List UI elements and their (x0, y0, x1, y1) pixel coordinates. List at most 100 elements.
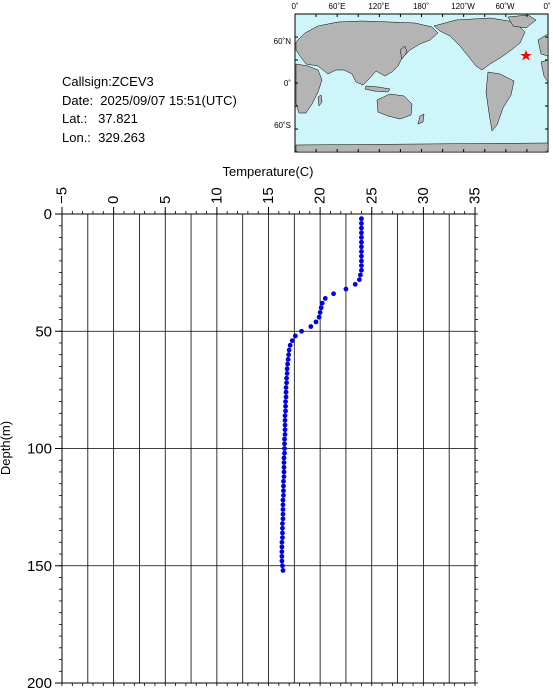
data-point (317, 310, 323, 315)
map-lon-label: 120˚W (451, 2, 475, 11)
data-point (279, 558, 285, 564)
y-tick-label: 50 (35, 323, 52, 340)
data-point (280, 516, 286, 522)
grid-lines (62, 214, 475, 683)
map-lon-label: 0˚ (543, 2, 550, 11)
data-point (359, 263, 364, 268)
map-lon-label: 180˚ (413, 2, 429, 11)
data-point (283, 403, 288, 409)
data-point (359, 239, 364, 245)
data-point (284, 375, 289, 381)
data-point (281, 474, 287, 480)
data-point (280, 521, 285, 526)
data-point (319, 300, 325, 306)
x-tick-label: 10 (208, 187, 225, 204)
y-tick-label: 100 (27, 441, 52, 458)
x-tick-label: 35 (467, 187, 484, 204)
data-point (359, 230, 364, 236)
data-point (281, 464, 287, 470)
data-point (359, 253, 364, 259)
data-point (283, 408, 288, 414)
data-point (280, 507, 286, 512)
station-info: Callsign:ZCEV3 Date: 2025/09/07 15:51(UT… (62, 73, 237, 147)
y-tick-label: 150 (27, 558, 52, 575)
data-point (282, 446, 287, 451)
data-point (359, 258, 364, 264)
plot-frame (61, 213, 476, 684)
data-point (282, 427, 288, 433)
data-point (281, 469, 287, 475)
data-point (280, 525, 285, 531)
x-tick-label: 30 (415, 187, 432, 204)
data-point (283, 399, 288, 404)
data-point (286, 352, 292, 358)
data-point (359, 249, 364, 254)
map-frame-ticks (294, 13, 549, 153)
map-lon-label: 60˚E (329, 2, 346, 11)
data-point (359, 235, 364, 240)
data-point (284, 371, 290, 376)
data-point (292, 333, 298, 339)
data-series (279, 216, 364, 573)
star-icon (520, 50, 532, 61)
data-point (299, 328, 304, 334)
data-point (281, 455, 287, 461)
data-point (281, 493, 286, 498)
x-tick-label: 5 (157, 196, 174, 204)
map-lon-label: 0˚ (291, 2, 298, 11)
x-tick-label: 15 (260, 187, 277, 204)
map-lon-label: 60˚W (495, 2, 515, 11)
y-tick-label: 0 (44, 206, 52, 223)
latitude-text: Lat.: 37.821 (62, 111, 138, 126)
data-point (282, 436, 287, 442)
map-longitude-labels: 0˚ 60˚E 120˚E 180˚ 120˚W 60˚W 0˚ (291, 2, 550, 11)
data-point (282, 432, 288, 437)
data-point (280, 563, 285, 569)
data-point (283, 394, 289, 400)
data-point (359, 267, 364, 273)
data-point (359, 216, 364, 222)
x-tick-label: −5 (54, 187, 71, 204)
data-point (356, 277, 362, 283)
y-axis-title: Depth(m) (0, 421, 13, 475)
map-lat-label: 60˚S (274, 121, 291, 130)
x-tick-label: 25 (363, 187, 380, 204)
map-lat-label: 60˚N (274, 37, 292, 46)
data-point (308, 324, 314, 329)
data-point (281, 488, 286, 494)
data-point (287, 342, 293, 348)
data-point (281, 478, 286, 484)
map-lon-label: 120˚E (368, 2, 389, 11)
data-point (282, 450, 287, 456)
map-lat-label: 0˚ (284, 79, 291, 88)
data-point (352, 281, 358, 287)
data-point (280, 568, 286, 573)
data-point (285, 361, 291, 367)
data-point (280, 535, 285, 541)
data-point (281, 460, 287, 465)
data-point (331, 291, 336, 297)
y-tick-labels: 0 50 100 150 200 (27, 206, 52, 690)
callsign-text: Callsign:ZCEV3 (62, 74, 154, 89)
data-point (283, 389, 289, 395)
date-text: Date: 2025/09/07 15:51(UTC) (62, 92, 237, 108)
data-point (282, 417, 288, 423)
data-point (359, 220, 364, 226)
data-point (279, 553, 285, 559)
map-latitude-labels: 60˚N 0˚ 60˚S (274, 37, 292, 130)
data-point (322, 296, 328, 301)
data-point (282, 441, 287, 447)
data-point (282, 422, 288, 428)
data-point (357, 272, 363, 278)
data-point (284, 380, 289, 386)
data-point (343, 286, 349, 292)
data-point (283, 385, 289, 390)
x-tick-labels: −5 0 5 10 15 20 25 30 35 (54, 187, 484, 204)
data-point (281, 483, 286, 489)
data-point (359, 244, 364, 250)
data-point (286, 347, 292, 353)
longitude-text: Lon.: 329.263 (62, 129, 146, 145)
location-map: 0˚ 60˚E 120˚E 180˚ 120˚W 60˚W 0˚ 60˚N 0˚… (274, 2, 551, 153)
